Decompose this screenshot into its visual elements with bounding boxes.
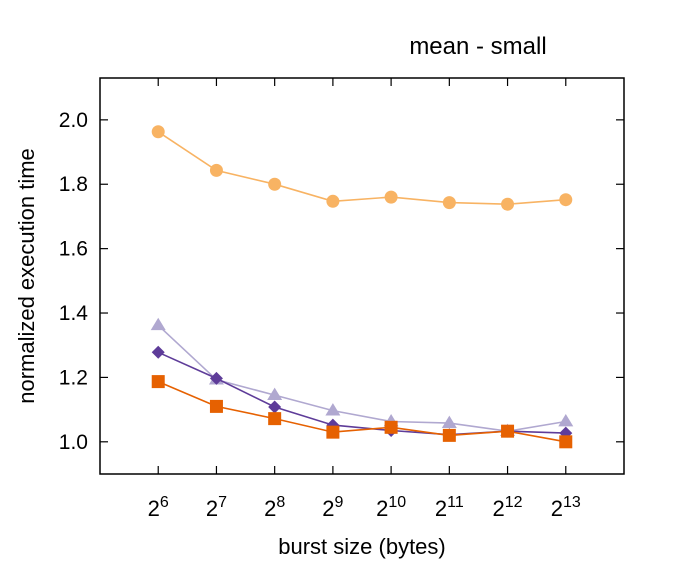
y-tick-label: 1.6 bbox=[59, 238, 88, 261]
data-point bbox=[501, 197, 515, 211]
y-tick-label: 1.2 bbox=[59, 366, 88, 389]
data-point bbox=[150, 317, 166, 331]
series-layer bbox=[150, 125, 574, 449]
x-tick-label: 26 bbox=[148, 494, 169, 521]
data-point bbox=[501, 424, 515, 438]
y-tick-label: 1.4 bbox=[59, 302, 89, 325]
data-point bbox=[441, 415, 457, 429]
x-tick-label: 213 bbox=[551, 494, 581, 521]
x-axis-label: burst size (bytes) bbox=[278, 534, 446, 559]
data-point bbox=[559, 193, 573, 207]
plot-frame bbox=[99, 77, 625, 475]
chart-title: mean - small bbox=[409, 33, 546, 60]
data-point bbox=[268, 412, 282, 426]
series-line bbox=[157, 351, 566, 436]
data-point bbox=[325, 403, 341, 416]
x-axis: 26 27 28 29 210 211 212 213 bbox=[148, 78, 581, 521]
series-line bbox=[157, 380, 566, 443]
data-point bbox=[151, 125, 165, 139]
data-point bbox=[326, 425, 340, 439]
data-point bbox=[267, 387, 283, 400]
data-point bbox=[268, 400, 282, 414]
data-point bbox=[442, 428, 456, 442]
data-point bbox=[559, 435, 573, 449]
x-tick-label: 212 bbox=[493, 494, 523, 521]
x-tick-label: 211 bbox=[435, 494, 464, 521]
y-tick-label: 1.8 bbox=[59, 173, 88, 196]
data-point bbox=[209, 371, 223, 385]
data-point bbox=[151, 345, 165, 359]
series-4 bbox=[151, 375, 573, 449]
x-tick-label: 28 bbox=[264, 494, 285, 521]
y-tick-label: 2.0 bbox=[59, 109, 88, 132]
data-point bbox=[151, 375, 165, 389]
y-axis-label: normalized execution time bbox=[14, 148, 39, 404]
data-point bbox=[209, 399, 223, 413]
y-tick-label: 1.0 bbox=[59, 431, 88, 454]
series-1 bbox=[151, 125, 573, 211]
x-tick-label: 27 bbox=[206, 494, 227, 521]
data-point bbox=[442, 196, 456, 210]
series-line bbox=[157, 131, 566, 206]
data-point bbox=[384, 420, 398, 434]
x-tick-label: 29 bbox=[322, 494, 343, 521]
x-tick-label: 210 bbox=[376, 494, 406, 521]
data-point bbox=[209, 163, 223, 177]
series-line bbox=[157, 324, 566, 433]
data-point bbox=[268, 177, 282, 191]
data-point bbox=[384, 190, 398, 204]
data-point bbox=[326, 194, 340, 208]
data-point bbox=[558, 414, 574, 427]
y-axis: 1.0 1.2 1.4 1.6 1.8 2.0 bbox=[59, 109, 624, 454]
